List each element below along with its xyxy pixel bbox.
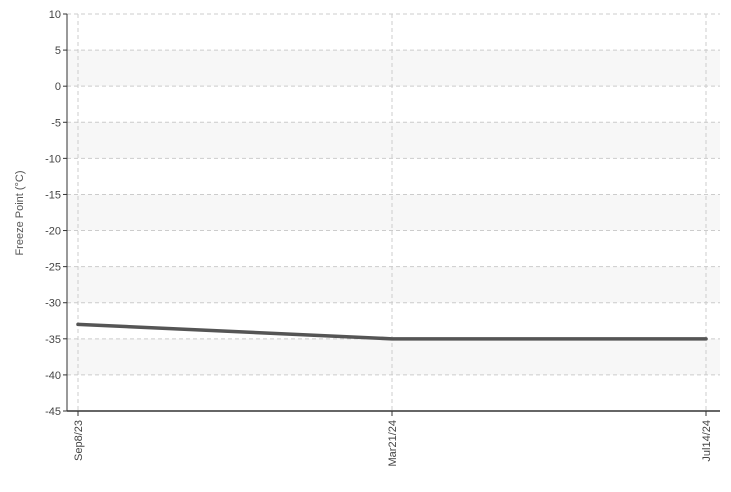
background-band xyxy=(67,194,720,231)
data-point xyxy=(704,337,708,341)
x-tick-label: Jul14/24 xyxy=(701,420,713,462)
y-tick-label: -5 xyxy=(51,117,61,129)
y-axis-title: Freeze Point (°C) xyxy=(14,170,26,255)
background-band xyxy=(67,122,720,159)
background-bands xyxy=(67,50,720,375)
y-tick-label: 10 xyxy=(49,9,61,21)
x-tick-label: Mar21/24 xyxy=(387,420,399,466)
y-tick-label: -30 xyxy=(45,298,61,310)
y-tick-label: -40 xyxy=(45,370,61,382)
y-tick-label: -25 xyxy=(45,262,61,274)
y-tick-label: -20 xyxy=(45,226,61,238)
series xyxy=(76,322,708,341)
y-tick-label: -35 xyxy=(45,334,61,346)
data-point xyxy=(76,322,80,326)
y-tick-labels: 10 5 0 -5 -10 -15 -20 -25 -30 -35 -40 -45 xyxy=(45,9,61,418)
y-tick-label: -10 xyxy=(45,153,61,165)
y-tick-label: -15 xyxy=(45,189,61,201)
y-tick-label: 5 xyxy=(55,45,61,57)
grid-lines xyxy=(67,13,720,411)
background-band xyxy=(67,338,720,375)
y-tick-label: 0 xyxy=(55,81,61,93)
background-band xyxy=(67,50,720,87)
axes xyxy=(63,13,720,416)
y-tick-label: -45 xyxy=(45,406,61,418)
data-point xyxy=(390,337,394,341)
background-band xyxy=(67,266,720,303)
x-tick-labels: Sep8/23 Mar21/24 Jul14/24 xyxy=(73,420,713,466)
x-tick-label: Sep8/23 xyxy=(73,420,85,461)
